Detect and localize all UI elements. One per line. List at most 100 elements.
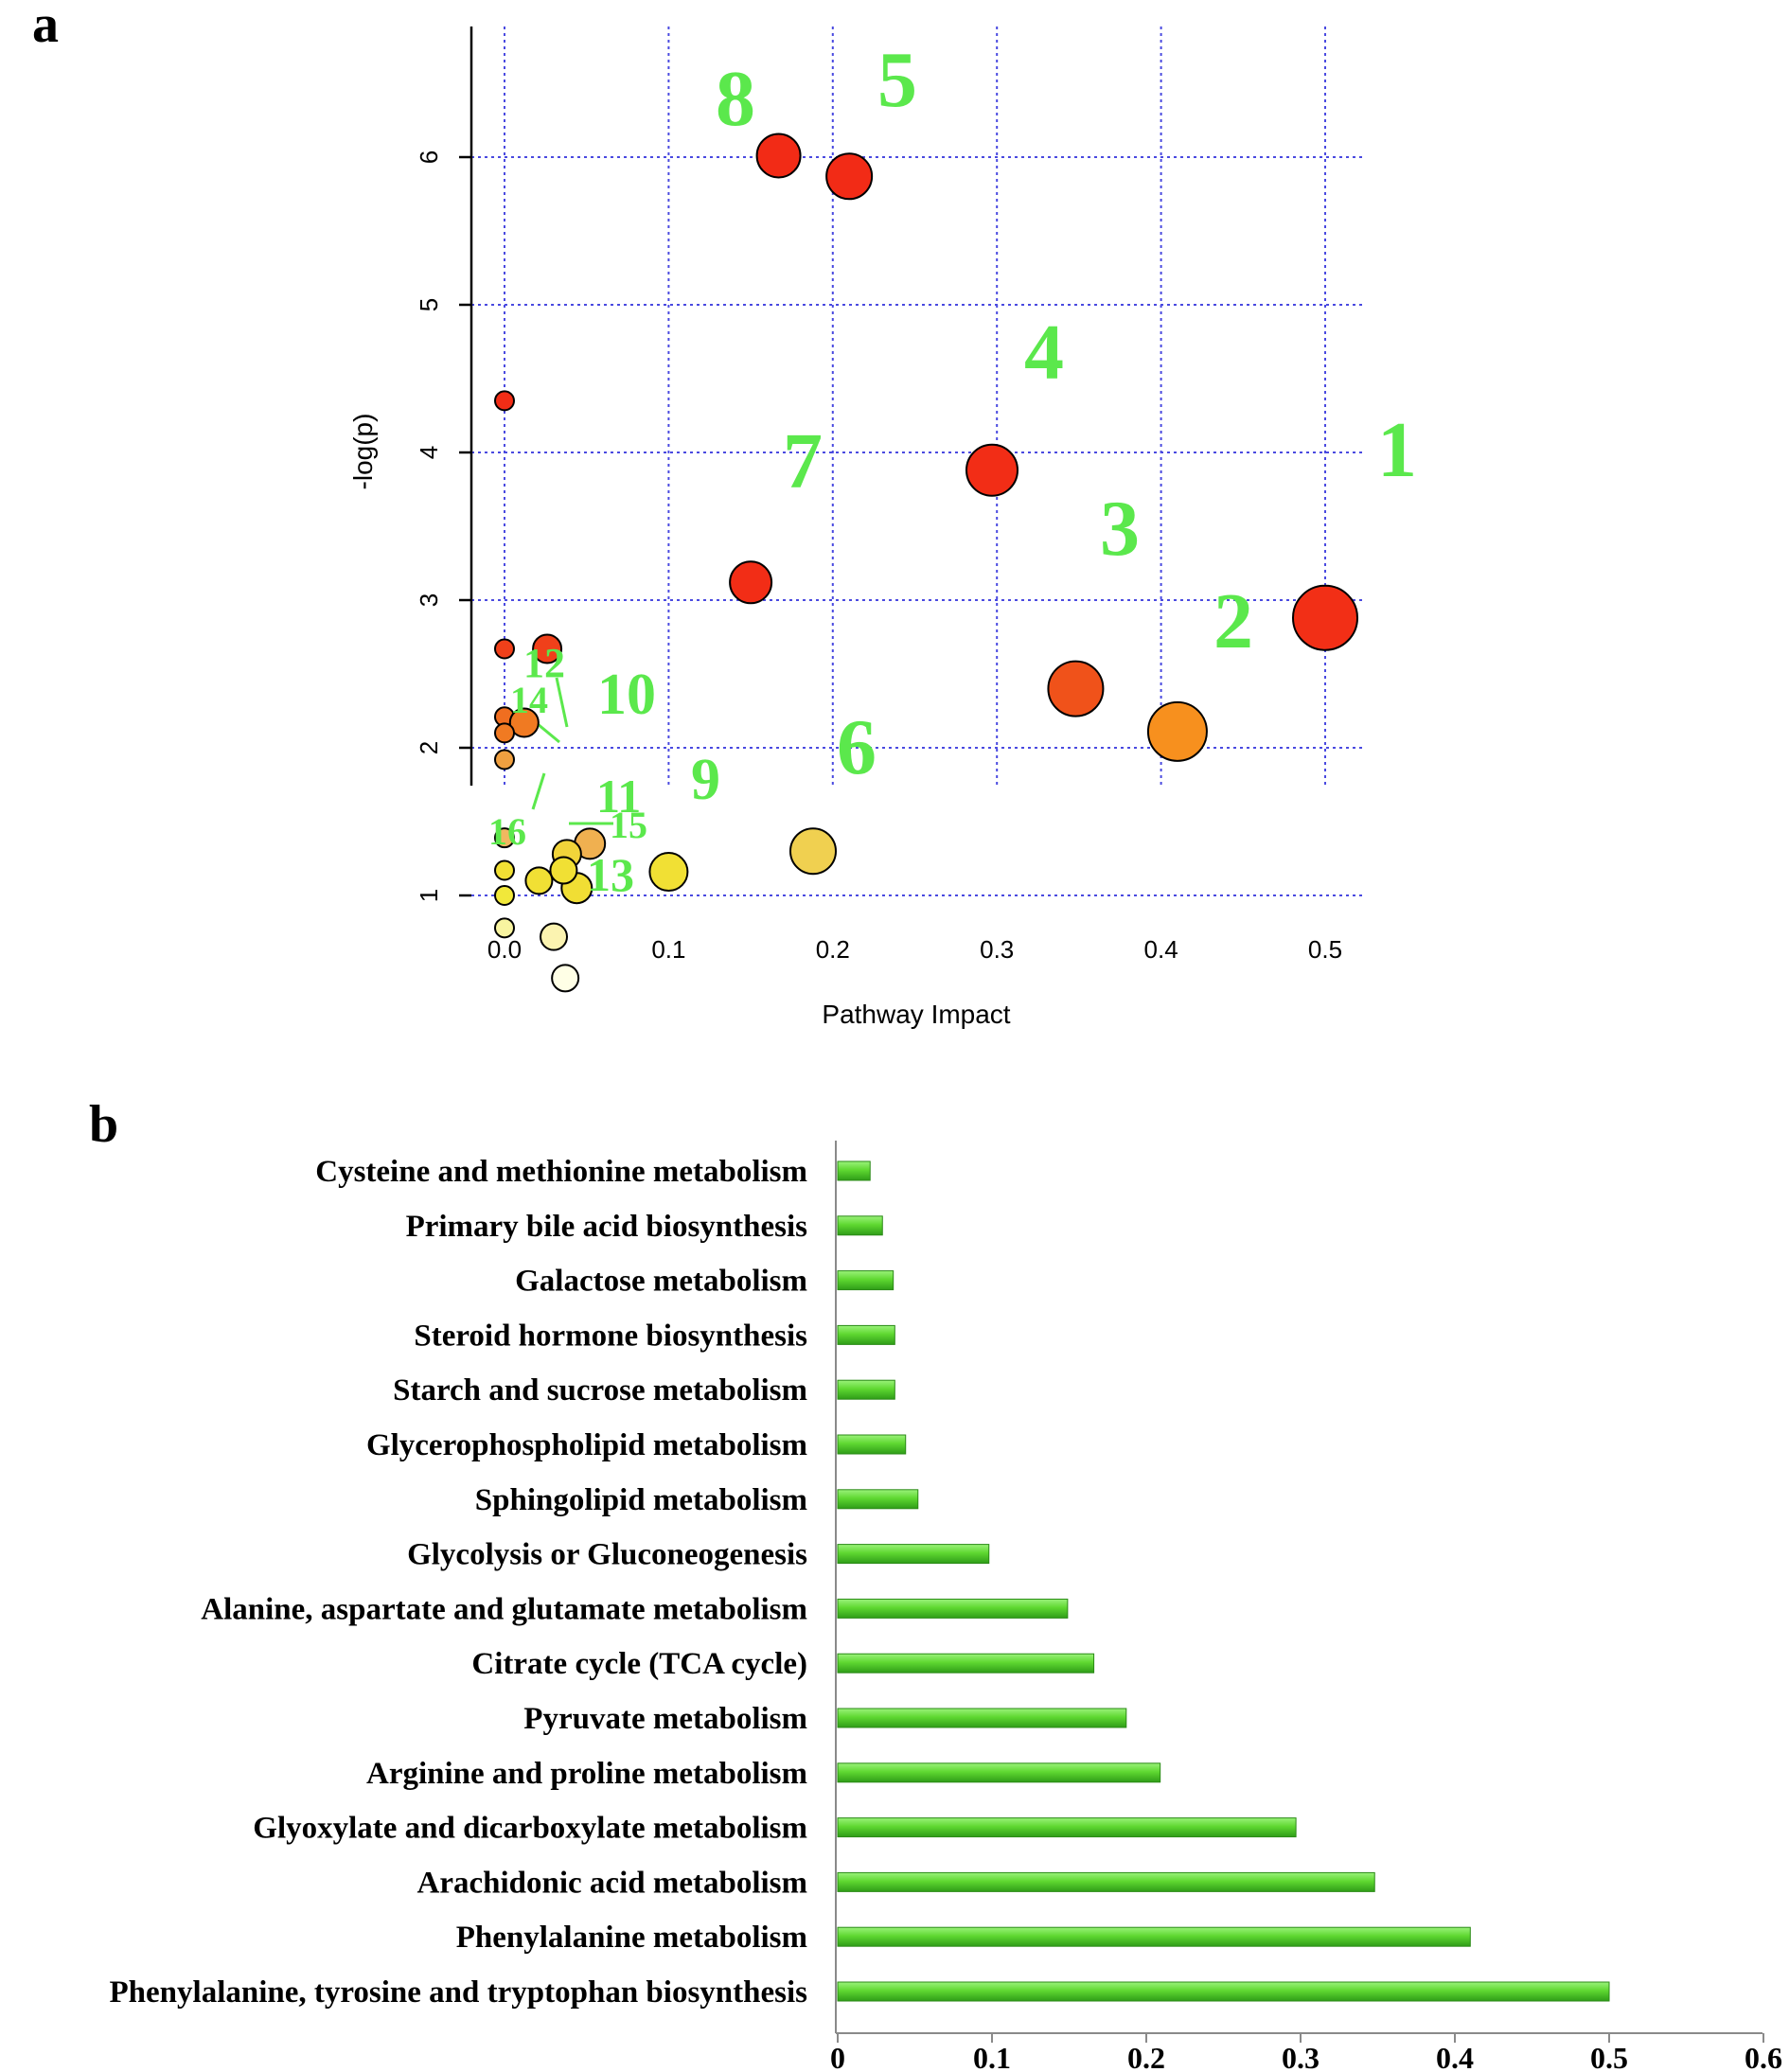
- bar-category-label-3: Steroid hormone biosynthesis: [414, 1319, 807, 1353]
- scatter-point-label-12: 12: [523, 640, 565, 686]
- scatter-point-16: [524, 866, 554, 895]
- leader-line-16: [531, 772, 546, 810]
- bar-3: [837, 1324, 895, 1345]
- bar-4: [837, 1379, 895, 1400]
- scatter-point-label-13: 13: [587, 848, 634, 901]
- scatter-points: [494, 133, 1358, 993]
- bar-x-tick-label-1: 0.1: [973, 2041, 1011, 2072]
- scatter-y-tick-label-1: 2: [415, 741, 443, 754]
- scatter-y-tick-label-2: 3: [415, 593, 443, 607]
- bar-category-label-8: Alanine, aspartate and glutamate metabol…: [201, 1592, 807, 1626]
- scatter-point-label-4: 4: [1024, 309, 1064, 397]
- scatter-x-tick-label-0: 0.0: [487, 935, 522, 964]
- bar-category-label-9: Citrate cycle (TCA cycle): [471, 1647, 807, 1681]
- bar-category-label-11: Arginine and proline metabolism: [366, 1757, 807, 1791]
- bar-category-label-13: Arachidonic acid metabolism: [417, 1866, 807, 1900]
- bar-x-tick-label-6: 0.6: [1745, 2041, 1782, 2072]
- scatter-point-4: [965, 443, 1018, 497]
- scatter-point-label-5: 5: [877, 36, 917, 124]
- scatter-point-label-7: 7: [783, 417, 823, 505]
- scatter-point-5: [825, 152, 874, 201]
- bar-8: [837, 1598, 1069, 1619]
- scatter-point-unlabeled-20: [508, 707, 540, 738]
- bar-x-tick-label-4: 0.4: [1436, 2041, 1474, 2072]
- bar-10: [837, 1708, 1127, 1728]
- scatter-point-label-3: 3: [1100, 485, 1140, 573]
- bar-6: [837, 1489, 919, 1510]
- scatter-point-unlabeled-16: [494, 390, 515, 412]
- bar-category-label-15: Phenylalanine, tyrosine and tryptophan b…: [110, 1975, 808, 2010]
- bar-x-tick-label-2: 0.2: [1127, 2041, 1165, 2072]
- panel-a-label: a: [32, 0, 59, 54]
- bar-category-label-6: Sphingolipid metabolism: [475, 1483, 807, 1517]
- scatter-point-13: [551, 964, 580, 993]
- scatter-point-unlabeled-26: [494, 917, 515, 939]
- scatter-point-15: [540, 922, 569, 951]
- bar-0: [837, 1160, 871, 1181]
- scatter-point-6: [788, 827, 837, 876]
- scatter-y-tick-label-0: 1: [415, 889, 443, 902]
- scatter-x-axis-title: Pathway Impact: [822, 1000, 1010, 1029]
- scatter-y-tick-label-5: 6: [415, 151, 443, 164]
- scatter-point-3: [1047, 660, 1105, 717]
- scatter-point-14: [549, 856, 578, 885]
- bar-13: [837, 1871, 1375, 1892]
- scatter-y-tick-label-3: 4: [415, 446, 443, 459]
- bar-category-label-1: Primary bile acid biosynthesis: [406, 1210, 808, 1244]
- bar-2: [837, 1270, 894, 1291]
- scatter-x-tick-label-3: 0.3: [980, 935, 1014, 964]
- scatter-point-label-16: 16: [488, 810, 526, 853]
- scatter-point-9: [648, 852, 689, 893]
- scatter-y-ticks: 1 2 3 4 5 6: [415, 151, 471, 902]
- panel-b-label: b: [89, 1095, 118, 1154]
- bar-12: [837, 1817, 1297, 1838]
- scatter-point-label-9: 9: [691, 748, 720, 812]
- scatter-x-tick-label-4: 0.4: [1144, 935, 1178, 964]
- bar-15: [837, 1981, 1610, 2002]
- bar-9: [837, 1653, 1095, 1674]
- scatter-point-unlabeled-24: [494, 859, 515, 881]
- bar-category-label-7: Glycolysis or Gluconeogenesis: [407, 1538, 807, 1572]
- scatter-point-unlabeled-17: [532, 633, 563, 664]
- bar-marks: [837, 1160, 1610, 2002]
- scatter-point-label-8: 8: [716, 55, 755, 143]
- bar-category-label-2: Galactose metabolism: [515, 1265, 807, 1299]
- scatter-point-label-11: 11: [596, 770, 641, 823]
- scatter-point-label-6: 6: [837, 703, 877, 791]
- scatter-point-label-1: 1: [1377, 406, 1417, 494]
- scatter-gridlines: [471, 27, 1363, 896]
- scatter-point-unlabeled-22: [494, 749, 515, 770]
- scatter-point-8: [755, 133, 802, 179]
- scatter-point-label-14: 14: [510, 679, 548, 721]
- scatter-point-unlabeled-21: [494, 722, 515, 744]
- scatter-point-unlabeled-23: [494, 827, 515, 849]
- bar-category-label-12: Glyoxylate and dicarboxylate metabolism: [253, 1812, 807, 1846]
- bar-x-tick-label-0: 0: [830, 2041, 845, 2072]
- scatter-point-1: [1292, 584, 1358, 651]
- scatter-x-tick-label-2: 0.2: [816, 935, 850, 964]
- scatter-point-unlabeled-18: [494, 638, 515, 660]
- scatter-point-label-10: 10: [597, 663, 656, 727]
- scatter-point-2: [1146, 700, 1208, 762]
- bar-x-ticks: 0 0.1 0.2 0.3 0.4 0.5 0.6: [830, 2033, 1782, 2072]
- bar-category-label-0: Cysteine and methionine metabolism: [315, 1155, 807, 1189]
- bar-category-labels: Cysteine and methionine metabolism Primar…: [110, 1155, 808, 2010]
- bar-category-label-10: Pyruvate metabolism: [523, 1702, 807, 1736]
- bar-category-label-5: Glycerophospholipid metabolism: [366, 1428, 807, 1462]
- bar-category-label-14: Phenylalanine metabolism: [456, 1921, 807, 1955]
- scatter-point-label-2: 2: [1213, 577, 1253, 665]
- scatter-point-label-15: 15: [610, 804, 647, 846]
- bar-5: [837, 1434, 907, 1455]
- scatter-point-unlabeled-25: [494, 885, 515, 906]
- bar-panel: Cysteine and methionine metabolism Primar…: [110, 1141, 1782, 2072]
- leader-line-12: [555, 677, 569, 728]
- scatter-y-tick-label-4: 5: [415, 298, 443, 311]
- bar-category-label-4: Starch and sucrose metabolism: [393, 1373, 807, 1408]
- bar-7: [837, 1544, 990, 1565]
- scatter-x-ticks: 0.0 0.1 0.2 0.3 0.4 0.5: [487, 935, 1342, 964]
- scatter-point-7: [729, 560, 773, 605]
- scatter-x-tick-label-1: 0.1: [651, 935, 685, 964]
